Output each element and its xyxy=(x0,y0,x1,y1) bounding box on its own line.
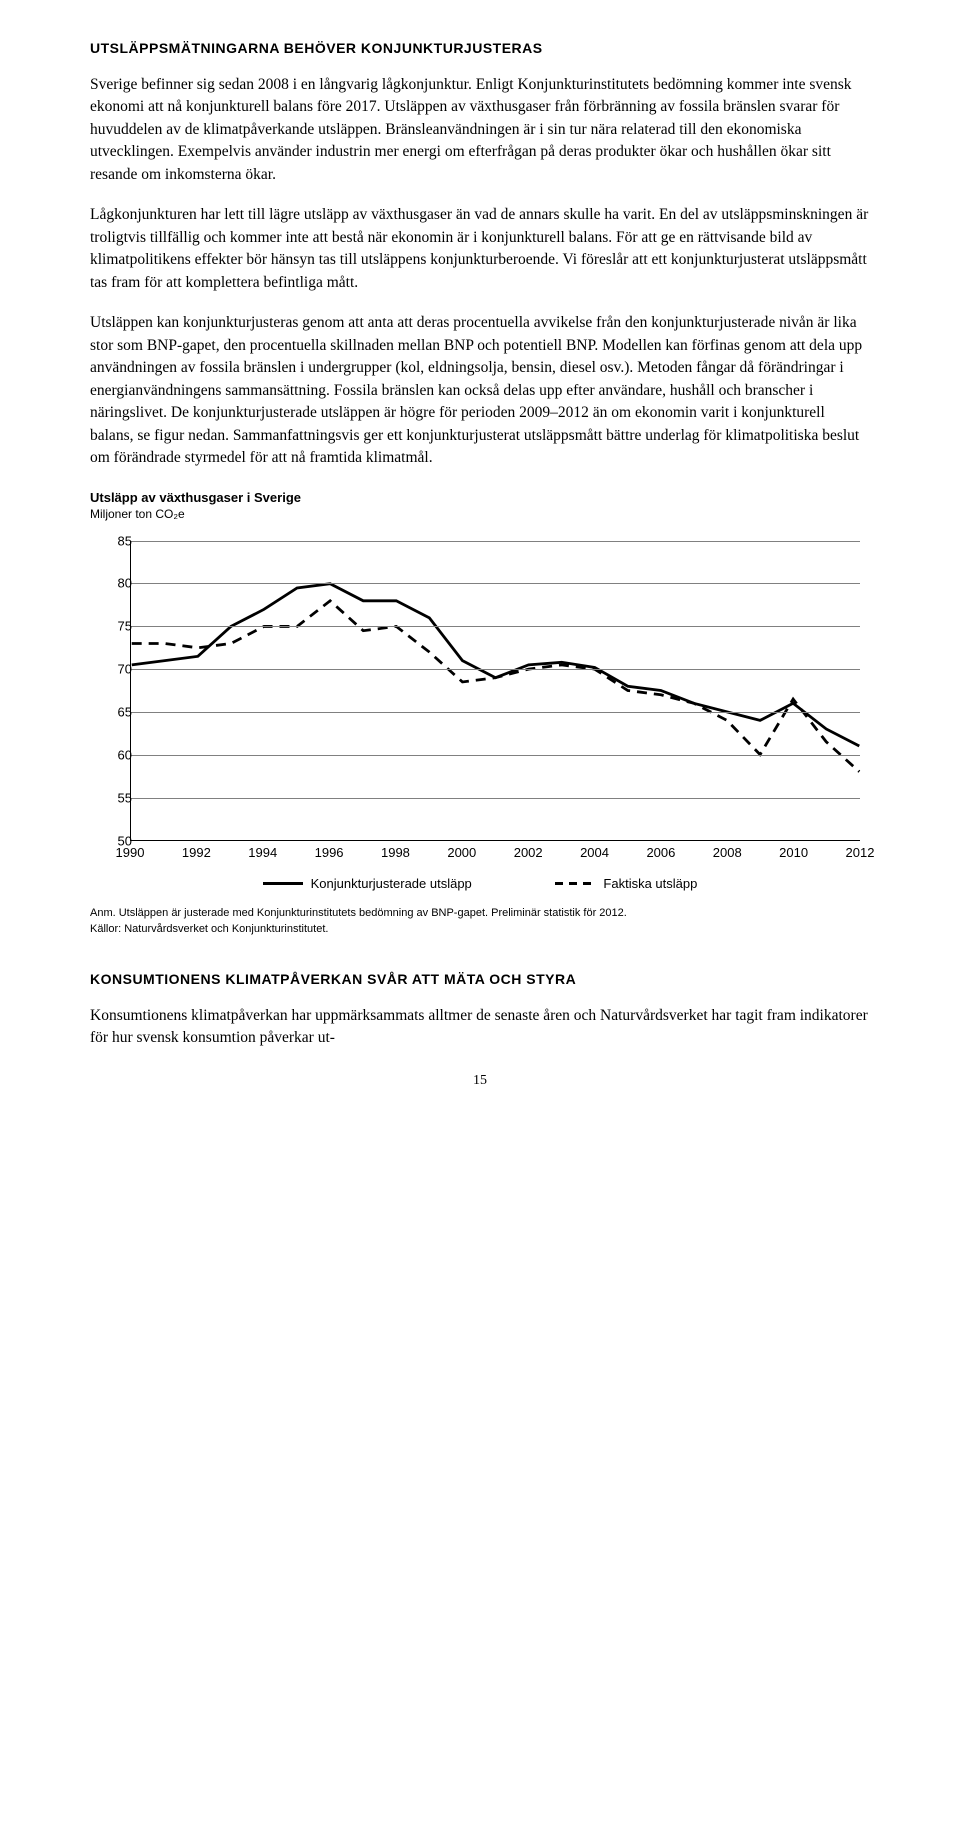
chart-y-label: 80 xyxy=(118,576,132,591)
chart-series-line xyxy=(132,583,860,745)
paragraph-1: Sverige befinner sig sedan 2008 i en lån… xyxy=(90,74,870,186)
paragraph-2: Lågkonjunkturen har lett till lägre utsl… xyxy=(90,204,870,294)
chart-y-label: 70 xyxy=(118,662,132,677)
chart-lines-svg xyxy=(131,541,860,840)
chart-note: Anm. Utsläppen är justerade med Konjunkt… xyxy=(90,907,870,919)
chart-legend: Konjunkturjusterade utsläpp Faktiska uts… xyxy=(90,873,870,891)
chart-sources: Källor: Naturvårdsverket och Konjunkturi… xyxy=(90,923,870,935)
chart-y-label: 55 xyxy=(118,790,132,805)
paragraph-3: Utsläppen kan konjunkturjusteras genom a… xyxy=(90,312,870,469)
chart-x-label: 1992 xyxy=(182,845,211,860)
chart-y-label: 65 xyxy=(118,704,132,719)
chart-gridline xyxy=(131,669,860,670)
chart-gridline xyxy=(131,626,860,627)
legend-swatch-dash xyxy=(555,882,595,885)
chart-x-label: 2010 xyxy=(779,845,808,860)
chart-x-label: 2000 xyxy=(447,845,476,860)
chart-x-label: 1990 xyxy=(116,845,145,860)
chart-x-label: 2008 xyxy=(713,845,742,860)
chart-gridline xyxy=(131,583,860,584)
legend-label-solid: Konjunkturjusterade utsläpp xyxy=(311,876,472,891)
chart-gridline xyxy=(131,712,860,713)
emissions-chart: Konjunkturjusterade utsläpp Faktiska uts… xyxy=(90,531,870,891)
chart-x-label: 1994 xyxy=(248,845,277,860)
chart-x-label: 1998 xyxy=(381,845,410,860)
section-heading-1: UTSLÄPPSMÄTNINGARNA BEHÖVER KONJUNKTURJU… xyxy=(90,40,870,56)
chart-x-label: 1996 xyxy=(315,845,344,860)
page-number: 15 xyxy=(90,1073,870,1089)
chart-y-label: 60 xyxy=(118,747,132,762)
legend-label-dash: Faktiska utsläpp xyxy=(603,876,697,891)
chart-x-label: 2006 xyxy=(646,845,675,860)
chart-y-label: 85 xyxy=(118,533,132,548)
legend-item-dash: Faktiska utsläpp xyxy=(555,876,697,891)
paragraph-4: Konsumtionens klimatpåverkan har uppmärk… xyxy=(90,1005,870,1050)
chart-y-label: 75 xyxy=(118,619,132,634)
chart-x-label: 2004 xyxy=(580,845,609,860)
legend-item-solid: Konjunkturjusterade utsläpp xyxy=(263,876,472,891)
chart-gridline xyxy=(131,798,860,799)
chart-subtitle: Miljoner ton CO₂e xyxy=(90,507,870,521)
chart-title: Utsläpp av växthusgaser i Sverige xyxy=(90,490,870,505)
chart-gridline xyxy=(131,755,860,756)
chart-plot-area xyxy=(130,541,860,841)
chart-gridline xyxy=(131,541,860,542)
legend-swatch-solid xyxy=(263,882,303,885)
section-heading-2: KONSUMTIONENS KLIMATPÅVERKAN SVÅR ATT MÄ… xyxy=(90,971,870,987)
chart-x-label: 2012 xyxy=(846,845,875,860)
chart-x-label: 2002 xyxy=(514,845,543,860)
